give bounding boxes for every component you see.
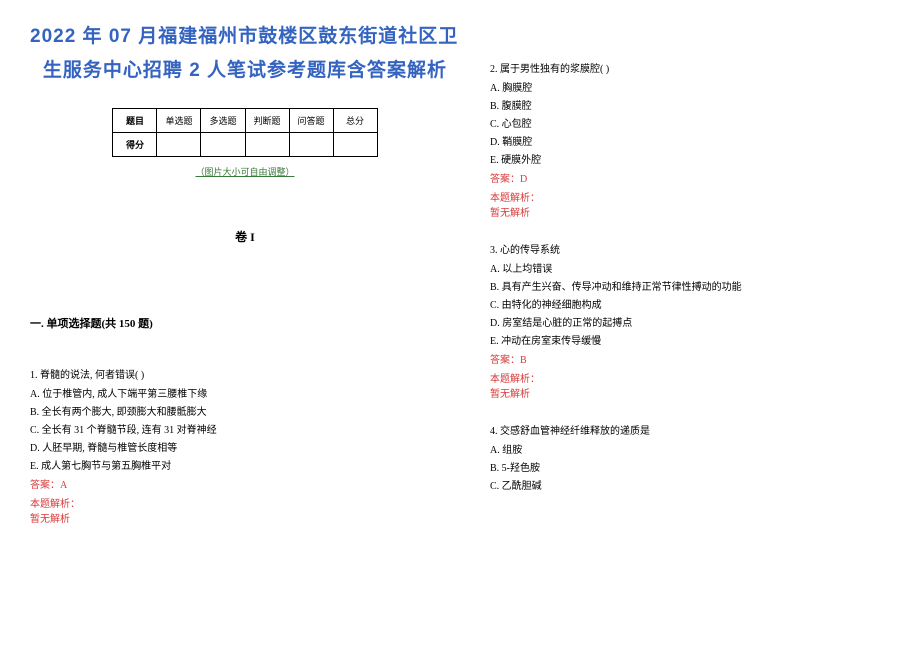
option: A. 位于椎管内, 成人下端平第三腰椎下缘: [30, 385, 460, 400]
table-score-row: 得分: [113, 133, 377, 157]
table-header-cell: 总分: [333, 109, 377, 133]
question-block: 3. 心的传导系统 A. 以上均错误 B. 具有产生兴奋、传导冲动和维持正常节律…: [490, 241, 870, 400]
table-header-row: 题目 单选题 多选题 判断题 问答题 总分: [113, 109, 377, 133]
analysis-label: 本题解析：: [490, 370, 870, 385]
option: D. 房室结是心脏的正常的起搏点: [490, 314, 870, 329]
score-table: 题目 单选题 多选题 判断题 问答题 总分 得分: [112, 108, 377, 157]
option: B. 5-羟色胺: [490, 459, 870, 474]
table-header-cell: 判断题: [245, 109, 289, 133]
question-text: 4. 交感舒血管神经纤维释放的递质是: [490, 422, 870, 437]
answer-text: 答案：D: [490, 170, 870, 185]
option: C. 心包腔: [490, 115, 870, 130]
question-text: 3. 心的传导系统: [490, 241, 870, 256]
question-text: 2. 属于男性独有的浆膜腔( ): [490, 60, 870, 75]
table-header-cell: 多选题: [201, 109, 245, 133]
option: E. 冲动在房室束传导缓慢: [490, 332, 870, 347]
analysis-content: 暂无解析: [490, 204, 870, 219]
option: C. 全长有 31 个脊髓节段, 连有 31 对脊神经: [30, 421, 460, 436]
table-cell: [289, 133, 333, 157]
answer-text: 答案：A: [30, 476, 460, 491]
table-header-cell: 单选题: [157, 109, 201, 133]
option: C. 由特化的神经细胞构成: [490, 296, 870, 311]
question-block: 1. 脊髓的说法, 何者错误( ) A. 位于椎管内, 成人下端平第三腰椎下缘 …: [30, 366, 460, 525]
table-cell: [157, 133, 201, 157]
analysis-label: 本题解析：: [490, 189, 870, 204]
option: C. 乙酰胆碱: [490, 477, 870, 492]
option: B. 具有产生兴奋、传导冲动和维持正常节律性搏动的功能: [490, 278, 870, 293]
option: A. 胸膜腔: [490, 79, 870, 94]
volume-label: 卷 I: [30, 228, 460, 245]
table-cell: [333, 133, 377, 157]
question-block: 4. 交感舒血管神经纤维释放的递质是 A. 组胺 B. 5-羟色胺 C. 乙酰胆…: [490, 422, 870, 492]
option: A. 组胺: [490, 441, 870, 456]
adjust-note: （图片大小可自由调整）: [30, 165, 460, 178]
table-cell: 得分: [113, 133, 157, 157]
option: A. 以上均错误: [490, 260, 870, 275]
section-title: 一. 单项选择题(共 150 题): [30, 315, 460, 331]
table-cell: [245, 133, 289, 157]
table-header-cell: 问答题: [289, 109, 333, 133]
option: B. 腹膜腔: [490, 97, 870, 112]
analysis-content: 暂无解析: [30, 510, 460, 525]
title-line-2: 生服务中心招聘 2 人笔试参考题库含答案解析: [30, 54, 460, 88]
right-column: 2. 属于男性独有的浆膜腔( ) A. 胸膜腔 B. 腹膜腔 C. 心包腔 D.…: [490, 20, 870, 631]
question-text: 1. 脊髓的说法, 何者错误( ): [30, 366, 460, 381]
page-columns: 2022 年 07 月福建福州市鼓楼区鼓东街道社区卫 生服务中心招聘 2 人笔试…: [30, 20, 890, 631]
option: D. 鞘膜腔: [490, 133, 870, 148]
option: E. 成人第七胸节与第五胸椎平对: [30, 457, 460, 472]
analysis-content: 暂无解析: [490, 385, 870, 400]
document-title: 2022 年 07 月福建福州市鼓楼区鼓东街道社区卫 生服务中心招聘 2 人笔试…: [30, 20, 460, 88]
analysis-label: 本题解析：: [30, 495, 460, 510]
title-line-1: 2022 年 07 月福建福州市鼓楼区鼓东街道社区卫: [30, 20, 460, 54]
answer-text: 答案：B: [490, 351, 870, 366]
option: D. 人胚早期, 脊髓与椎管长度相等: [30, 439, 460, 454]
option: B. 全长有两个膨大, 即颈膨大和腰骶膨大: [30, 403, 460, 418]
table-cell: [201, 133, 245, 157]
left-column: 2022 年 07 月福建福州市鼓楼区鼓东街道社区卫 生服务中心招聘 2 人笔试…: [30, 20, 460, 631]
table-header-cell: 题目: [113, 109, 157, 133]
option: E. 硬膜外腔: [490, 151, 870, 166]
question-block: 2. 属于男性独有的浆膜腔( ) A. 胸膜腔 B. 腹膜腔 C. 心包腔 D.…: [490, 60, 870, 219]
